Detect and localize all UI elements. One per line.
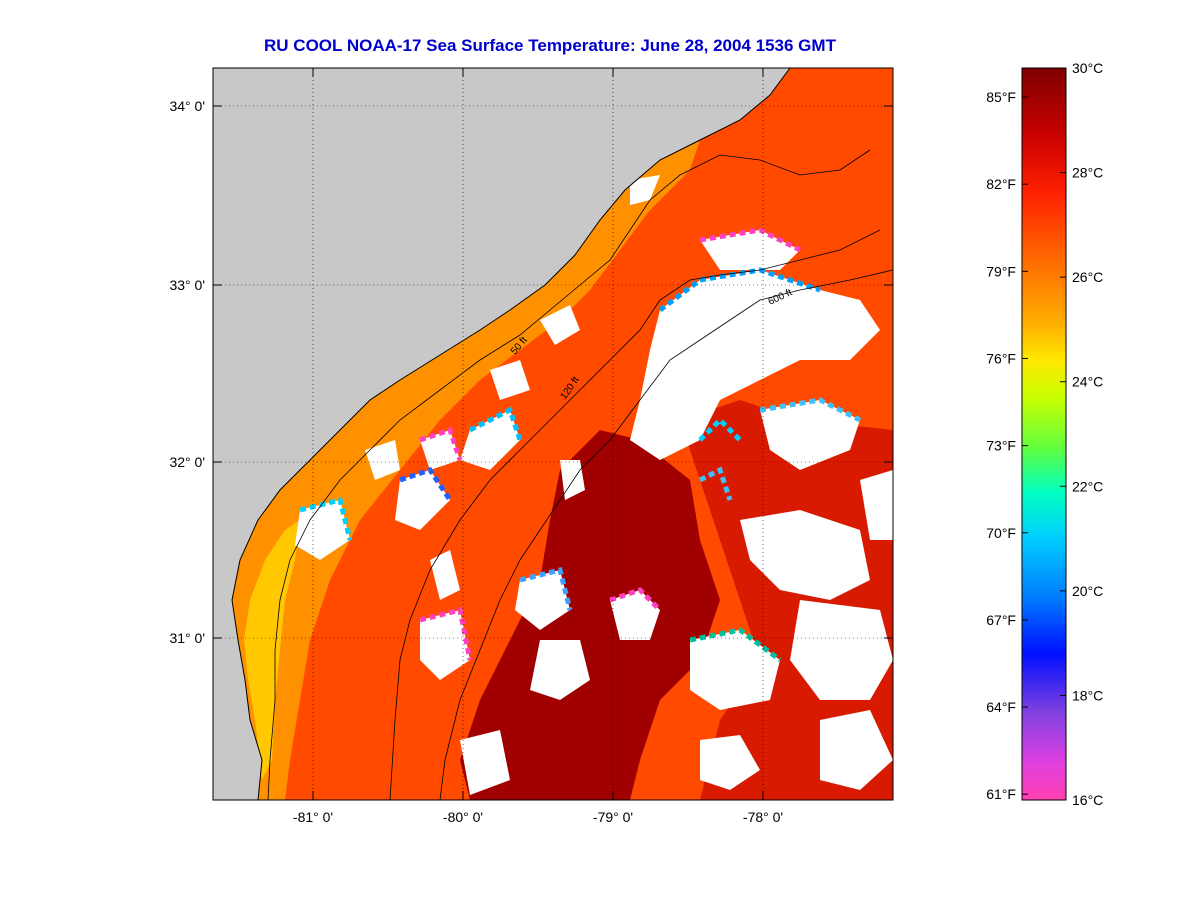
map-grid <box>213 68 893 800</box>
colorbar-celsius-label: 16°C <box>1072 792 1103 808</box>
colorbar-celsius-label: 28°C <box>1072 165 1103 181</box>
map-frame <box>212 67 894 801</box>
cloud-patches <box>250 85 893 795</box>
colorbar-fahrenheit-label: 70°F <box>986 525 1016 541</box>
colorbar-fahrenheit-label: 79°F <box>986 263 1016 279</box>
lat-label-33: 33° 0' <box>169 277 205 293</box>
lon-label-81: -81° 0' <box>293 809 333 825</box>
coastal-land <box>213 68 770 800</box>
isobath-contours <box>267 149 893 800</box>
colorbar-celsius-label: 26°C <box>1072 269 1103 285</box>
colorbar-fahrenheit-label: 73°F <box>986 438 1016 454</box>
lat-ticks <box>213 68 893 800</box>
cloud-edge-cold-pixels <box>299 227 862 662</box>
colorbar-celsius-labels: 30°C 28°C 26°C 24°C 22°C 20°C 18°C 16°C <box>1072 60 1103 808</box>
colorbar <box>1021 67 1067 801</box>
colorbar-celsius-label: 18°C <box>1072 687 1103 703</box>
colorbar-celsius-label: 24°C <box>1072 374 1103 390</box>
coastline <box>231 68 791 800</box>
colorbar-celsius-label: 22°C <box>1072 478 1103 494</box>
lon-label-78: -78° 0' <box>743 809 783 825</box>
lon-label-79: -79° 0' <box>593 809 633 825</box>
colorbar-fahrenheit-label: 61°F <box>986 786 1016 802</box>
colorbar-fahrenheit-label: 82°F <box>986 176 1016 192</box>
colorbar-celsius-label: 20°C <box>1072 583 1103 599</box>
lat-label-34: 34° 0' <box>169 98 205 114</box>
map-panel: 50 ft 120 ft 600 ft <box>213 68 893 800</box>
colorbar-ticks <box>1022 67 1066 801</box>
map-title: RU COOL NOAA-17 Sea Surface Temperature:… <box>264 36 836 55</box>
colorbar-fahrenheit-label: 64°F <box>986 699 1016 715</box>
colorbar-fahrenheit-label: 76°F <box>986 350 1016 366</box>
lon-label-80: -80° 0' <box>443 809 483 825</box>
colorbar-fahrenheit-labels: 85°F 82°F 79°F 76°F 73°F 70°F 67°F 64°F 61°F <box>986 89 1016 802</box>
lat-label-32: 32° 0' <box>169 454 205 470</box>
nearshore-warm-band <box>232 140 700 800</box>
colorbar-celsius-label: 30°C <box>1072 60 1103 76</box>
nearshore-yellow-band <box>244 520 300 780</box>
lat-label-31: 31° 0' <box>169 630 205 646</box>
colorbar-fahrenheit-label: 85°F <box>986 89 1016 105</box>
colorbar-fahrenheit-label: 67°F <box>986 612 1016 628</box>
gulf-stream-core <box>460 430 720 800</box>
